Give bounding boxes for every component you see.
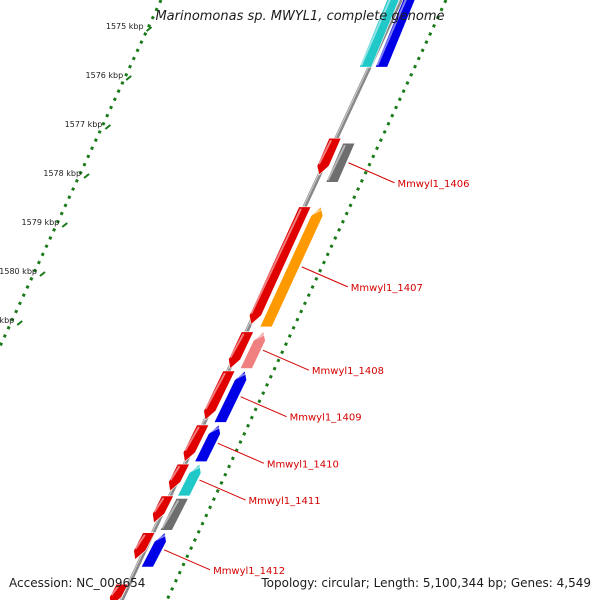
gene-dotted-ruler	[165, 0, 448, 600]
gene-arrow-shine	[134, 534, 146, 550]
gene-arrow	[203, 370, 236, 421]
gene-arrow	[316, 137, 342, 176]
kbp-tick-label: 1578 kbp	[43, 169, 81, 178]
genome-summary: Topology: circular; Length: 5,100,344 bp…	[261, 576, 591, 590]
gene-arrow-shine	[229, 333, 245, 359]
gene-arrow	[159, 498, 189, 531]
gene-label: Mmwyl1_1411	[249, 496, 321, 507]
kbp-tick-label: 1577 kbp	[65, 120, 103, 129]
gene-arrow-shine	[161, 499, 180, 529]
gene-arrow	[228, 331, 255, 370]
kbp-tick-mark	[61, 222, 68, 228]
gene-arrow	[177, 463, 202, 497]
kbp-tick-mark	[39, 271, 46, 277]
gene-arrow-shine	[169, 465, 181, 481]
gene-arrow-shine	[318, 139, 332, 165]
genome-title: Marinomonas sp. MWYL1, complete genome	[155, 9, 445, 24]
gene-label: Mmwyl1_1406	[397, 179, 469, 190]
gene-arrow	[358, 0, 400, 68]
gene-arrow	[325, 142, 356, 183]
gene-arrow-shine	[254, 332, 267, 340]
gene-arrow-shine	[360, 0, 391, 66]
kbp-tick-mark	[104, 124, 112, 130]
gene-label: Mmwyl1_1412	[213, 566, 285, 577]
gene-label: Mmwyl1_1408	[312, 366, 384, 377]
gene-arrow	[194, 424, 221, 462]
kbp-tick-mark	[83, 173, 90, 179]
gene-arrow-shine	[153, 497, 165, 513]
gene-arrow-shine	[376, 0, 407, 66]
gene-leader-line	[199, 479, 246, 501]
gene-arrow-shine	[236, 372, 248, 379]
kbp-tick-label: 1580 kbp	[0, 267, 37, 276]
gene-arrow-shine	[110, 585, 120, 596]
gene-arrow	[259, 206, 324, 328]
gene-label: Mmwyl1_1407	[351, 283, 423, 294]
gene-arrow-shine	[155, 533, 168, 541]
kbp-tick-mark	[16, 320, 23, 326]
kbp-tick-label: 1581 kbp	[0, 316, 14, 325]
gene-label: Mmwyl1_1409	[290, 413, 362, 424]
gene-arrow	[213, 370, 247, 423]
gene-arrow-shine	[326, 144, 346, 181]
kbp-tick-label: 1579 kbp	[22, 218, 60, 227]
gene-arrow	[182, 424, 210, 463]
gene-arrow-shine	[312, 207, 324, 215]
gene-arrow-shine	[190, 465, 202, 473]
gene-arrow-shine	[184, 426, 200, 452]
gene-leader-line	[240, 396, 287, 418]
kbp-tick-mark	[145, 26, 153, 32]
gene-arrow-shine	[204, 372, 226, 410]
gene-label: Mmwyl1_1410	[267, 459, 339, 470]
gene-arrow	[109, 583, 129, 600]
kbp-tick-mark	[125, 75, 132, 81]
gene-arrow	[374, 0, 416, 68]
gene-arrow	[248, 206, 312, 326]
gene-arrow-shine	[210, 425, 222, 433]
gene-leader-line	[163, 549, 211, 571]
gene-arrow	[239, 331, 266, 369]
gene-leader-line	[348, 162, 395, 184]
gene-arrow	[140, 532, 167, 568]
gene-leader-line	[262, 349, 310, 371]
kbp-tick-label: 1575 kbp	[106, 22, 144, 31]
gene-leader-line	[217, 442, 265, 464]
gene-arrow-shine	[250, 208, 302, 314]
accession-text: Accession: NC_009654	[9, 576, 146, 590]
kbp-tick-label: 1576 kbp	[86, 71, 124, 80]
gene-leader-line	[301, 266, 348, 288]
kbp-dotted-ruler	[0, 0, 163, 350]
